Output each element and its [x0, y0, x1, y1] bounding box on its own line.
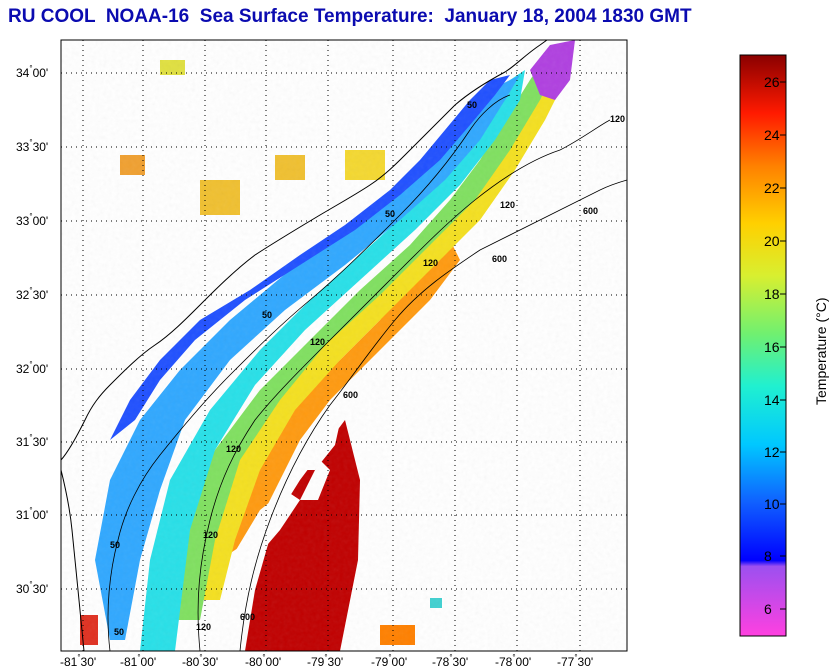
- lat-label: 30°30': [16, 580, 48, 596]
- lon-label: -81°00': [120, 653, 156, 669]
- contour-label: 50: [110, 540, 120, 550]
- lon-label: -80°30': [182, 653, 218, 669]
- colorbar-tick-label: 22: [764, 180, 780, 196]
- contour-label: 120: [500, 200, 515, 210]
- contour-label: 600: [343, 390, 358, 400]
- colorbar-tick-label: 6: [764, 601, 772, 617]
- contour-50m: [107, 94, 511, 652]
- colorbar-tick-label: 26: [764, 74, 780, 90]
- lat-label: 31°00': [16, 506, 48, 522]
- lat-label: 32°00': [16, 360, 48, 376]
- colorbar-title: Temperature (°C): [813, 297, 829, 405]
- page-title: RU COOL NOAA-16 Sea Surface Temperature:…: [8, 6, 692, 27]
- lon-label: -78°30': [432, 653, 468, 669]
- colorbar-tick-label: 16: [764, 339, 780, 355]
- coastline: [60, 39, 548, 461]
- contour-label: 50: [467, 100, 477, 110]
- lon-label: -80°00': [245, 653, 281, 669]
- contour-label: 50: [114, 627, 124, 637]
- contour-label: 120: [203, 530, 218, 540]
- contour-label: 600: [583, 206, 598, 216]
- plot-border: [60, 39, 628, 652]
- contour-labels: 50 50 50 50 50 120 120 120 120 120 120 1…: [110, 100, 625, 637]
- lon-label: -79°30': [307, 653, 343, 669]
- coastline-southern: [60, 469, 85, 652]
- contour-label: 50: [262, 310, 272, 320]
- contour-label: 120: [196, 622, 211, 632]
- contour-label: 120: [610, 114, 625, 124]
- latitude-labels: 34°00' 33°30' 33°00' 32°30' 32°00' 31°30…: [16, 64, 48, 596]
- colorbar-tick-label: 18: [764, 286, 780, 302]
- longitude-labels: -81°30' -81°00' -80°30' -80°00' -79°30' …: [60, 653, 593, 669]
- colorbar-ticks: [780, 81, 786, 610]
- contour-label: 50: [385, 209, 395, 219]
- colorbar-tick-label: 14: [764, 392, 780, 408]
- contour-label: 600: [240, 612, 255, 622]
- colorbar-tick-label: 24: [764, 127, 780, 143]
- lat-label: 34°00': [16, 64, 48, 80]
- colorbar-gradient: [739, 54, 787, 637]
- contour-label: 120: [226, 444, 241, 454]
- lon-label: -78°00': [495, 653, 531, 669]
- gridlines: [61, 40, 627, 651]
- contour-label: 120: [423, 258, 438, 268]
- contour-label: 120: [310, 337, 325, 347]
- contour-120m: [197, 119, 611, 652]
- colorbar-tick-label: 12: [764, 444, 780, 460]
- lon-label: -79°00': [371, 653, 407, 669]
- colorbar: 26 24 22 20 18 16 14 12 10 8 6 Temperatu…: [739, 54, 829, 637]
- lon-label: -81°30': [60, 653, 96, 669]
- colorbar-tick-label: 10: [764, 496, 780, 512]
- sst-imagery: [61, 40, 627, 651]
- lon-label: -77°30': [557, 653, 593, 669]
- colorbar-tick-label: 20: [764, 233, 780, 249]
- lat-label: 31°30': [16, 433, 48, 449]
- colorbar-tick-label: 8: [764, 548, 772, 564]
- lat-label: 32°30': [16, 286, 48, 302]
- lat-label: 33°00': [16, 212, 48, 228]
- contour-label: 600: [492, 254, 507, 264]
- speckle-texture: [61, 40, 627, 651]
- lat-label: 33°30': [16, 138, 48, 154]
